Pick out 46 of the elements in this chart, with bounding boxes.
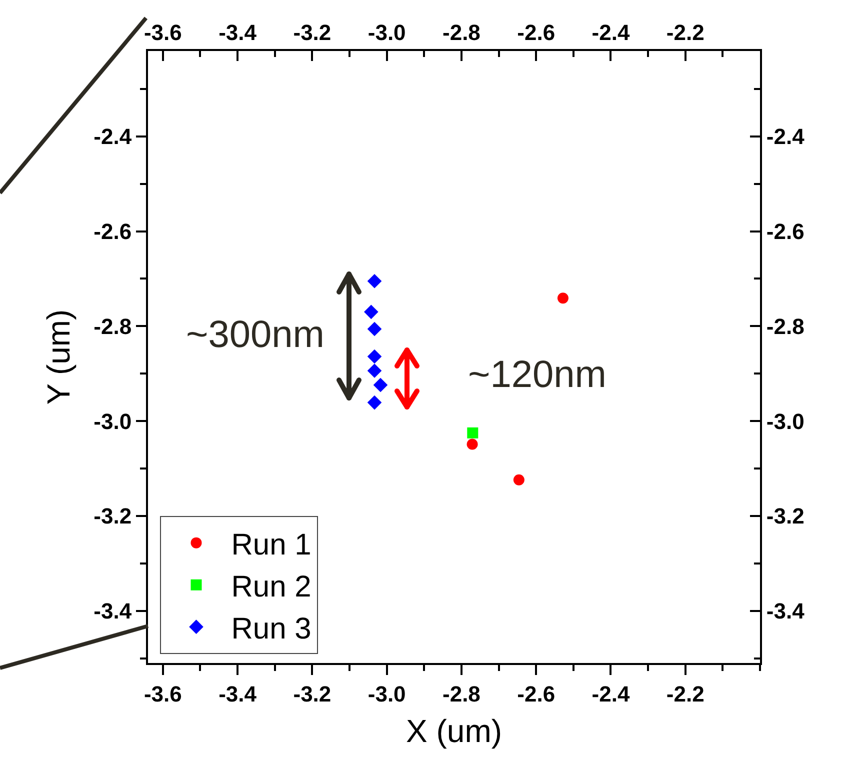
- y-axis-title: Y (um): [40, 309, 76, 405]
- point: [373, 378, 388, 392]
- y-tick-label: -3.2: [94, 504, 132, 529]
- y2-tick-label: -3.2: [766, 504, 804, 529]
- x-tick-label: -3.4: [218, 20, 258, 46]
- y-tick-label: -2.8: [94, 314, 132, 339]
- x2-tick-label: -3.0: [368, 681, 406, 706]
- x-tick-label: -2.6: [517, 20, 556, 46]
- point: [367, 364, 382, 378]
- y-tick-label: -2.6: [94, 218, 132, 244]
- y2-tick-label: -3.0: [766, 408, 804, 434]
- point: [367, 349, 382, 364]
- y-tick-label: -3.4: [94, 598, 132, 624]
- x-tick-label: -3.6: [144, 20, 182, 46]
- x2-tick-label: -2.6: [517, 681, 556, 706]
- legend-label: Run 2: [231, 570, 312, 604]
- point: [367, 395, 382, 410]
- y2-tick-label: -2.6: [766, 218, 804, 244]
- y2-tick-label: -2.4: [766, 124, 806, 150]
- x-axis-title: X (um): [406, 712, 502, 749]
- legend-label: Run 1: [231, 528, 312, 562]
- x-tick-label: -2.4: [592, 20, 630, 46]
- x-tick-label: -2.2: [666, 20, 704, 46]
- x-tick-label: -3.0: [368, 20, 406, 46]
- point: [466, 438, 478, 450]
- annotation: ~120nm: [468, 354, 606, 396]
- annotation: ~300nm: [186, 314, 324, 356]
- y-tick-label: -3.0: [94, 408, 132, 434]
- y2-tick-label: -3.4: [766, 598, 806, 624]
- x2-tick-label: -2.2: [666, 681, 704, 706]
- legend-label: Run 3: [231, 612, 312, 646]
- point: [513, 474, 524, 486]
- x-tick-label: -3.2: [293, 20, 332, 46]
- x2-tick-label: -3.6: [144, 681, 182, 706]
- x2-tick-label: -3.2: [293, 681, 332, 706]
- point: [367, 274, 382, 288]
- x2-tick-label: -2.8: [442, 681, 480, 706]
- point: [467, 427, 478, 438]
- point: [557, 292, 568, 304]
- x-tick-label: -2.8: [442, 20, 480, 46]
- point: [364, 304, 378, 320]
- point: [367, 322, 382, 336]
- x2-tick-label: -3.4: [218, 681, 258, 706]
- x2-tick-label: -2.4: [592, 681, 630, 706]
- y-tick-label: -2.4: [94, 124, 132, 150]
- y2-tick-label: -2.8: [766, 314, 804, 339]
